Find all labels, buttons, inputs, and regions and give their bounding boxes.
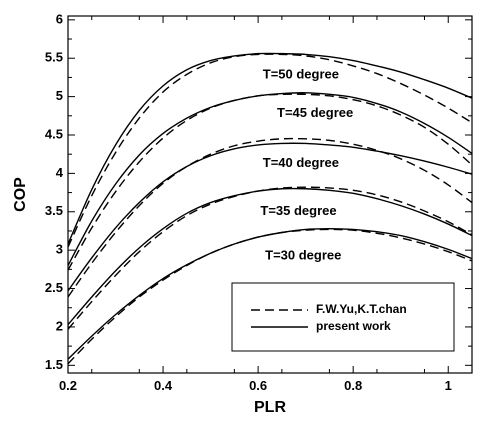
- curve-label: T=30 degree: [265, 248, 341, 263]
- y-tick-label: 6: [56, 11, 63, 26]
- curve-label-group: T=35 degree: [257, 202, 340, 220]
- y-tick-label: 4: [56, 165, 64, 180]
- y-tick-label: 5: [56, 88, 63, 103]
- curve-label-background: [259, 65, 343, 83]
- curve-label-background: [262, 246, 345, 264]
- curve-label: T=40 degree: [263, 155, 339, 170]
- x-tick-label: 0.2: [59, 378, 77, 393]
- series-yu-chan-t40: [68, 137, 472, 298]
- y-tick-label: 2: [56, 318, 63, 333]
- series-present-work-t45: [68, 92, 472, 266]
- curve-label: T=50 degree: [263, 67, 339, 82]
- curve-label-group: T=40 degree: [259, 153, 343, 171]
- y-tick-label: 4.5: [45, 126, 63, 141]
- curve-label-group: T=50 degree: [259, 65, 343, 83]
- labels-layer: T=50 degree T=45 degree T=40 degree T=35 de…: [257, 65, 357, 264]
- series-yu-chan-t45: [68, 93, 472, 271]
- legend: F.W.Yu,K.T.chan present work: [231, 282, 455, 352]
- y-tick-label: 3.5: [45, 203, 63, 218]
- x-tick-label: 1: [445, 378, 452, 393]
- y-tick-label: 1.5: [45, 357, 63, 372]
- curve-label: T=45 degree: [277, 105, 353, 120]
- y-tick-label: 2.5: [45, 280, 63, 295]
- x-tick-label: 0.8: [344, 378, 362, 393]
- legend-label: present work: [316, 319, 391, 333]
- series-present-work-t40: [68, 142, 472, 292]
- curve-label-background: [259, 153, 343, 171]
- curves-layer: [68, 52, 472, 365]
- legend-box: [231, 282, 455, 352]
- curve-label-background: [257, 202, 340, 220]
- curve-label-group: T=45 degree: [274, 103, 357, 121]
- series-present-work-t35: [68, 187, 472, 326]
- axes-layer: 0.2 0.4 0.6 0.8 1 1.5 2 2.5 3 3.5 4 4.5 5 5.5 6 PLR COP: [12, 11, 473, 416]
- legend-label: F.W.Yu,K.T.chan: [316, 302, 407, 316]
- x-tick-label: 0.4: [154, 378, 173, 393]
- curve-label-group: T=30 degree: [262, 246, 345, 264]
- x-axis-title: PLR: [254, 399, 286, 416]
- x-tick-label: 0.6: [249, 378, 267, 393]
- curve-label-background: [274, 103, 357, 121]
- series-present-work-t50: [68, 52, 472, 245]
- y-axis-title: COP: [12, 177, 29, 212]
- plot-frame: [67, 15, 473, 374]
- series-present-work-t30: [68, 227, 472, 360]
- curve-label: T=35 degree: [260, 203, 336, 218]
- y-tick-label: 5.5: [45, 50, 63, 65]
- y-tick-label: 3: [56, 242, 63, 257]
